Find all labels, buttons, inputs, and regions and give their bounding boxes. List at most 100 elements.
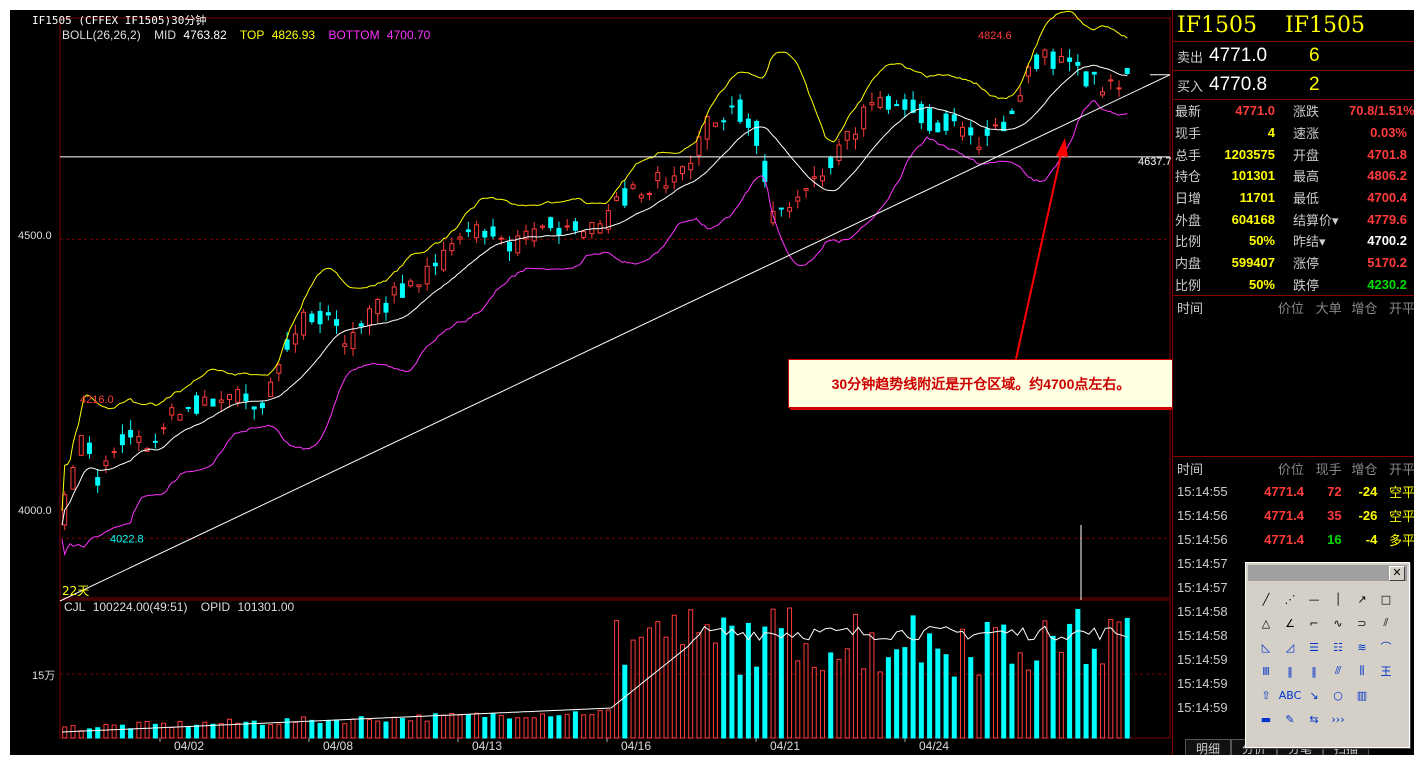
drawing-tool-icon[interactable]: ∠ (1285, 616, 1295, 630)
close-button[interactable]: ✕ (1389, 566, 1405, 581)
trade-row[interactable]: 15:14:57 (1173, 575, 1414, 599)
drawing-tool-icon[interactable]: ⌐ (1309, 616, 1319, 630)
trade-row[interactable]: 15:14:59 (1173, 647, 1414, 671)
candle-body (630, 184, 636, 189)
candle-body (795, 196, 801, 202)
trade-row[interactable]: 15:14:59 (1173, 671, 1414, 695)
candle-body (1075, 61, 1081, 66)
volume-bar (1067, 623, 1073, 739)
candle-body (342, 343, 348, 347)
candle-body (383, 302, 389, 313)
drawing-tool-icon[interactable]: ⫻ (1334, 664, 1342, 677)
trades-list[interactable]: 15:14:55 4771.4 72 -24 空平 15:14:56 4771.4… (1173, 479, 1414, 719)
drawing-tool-icon[interactable]: 王 (1380, 665, 1392, 678)
volume-bar (589, 714, 595, 739)
volume-bar (523, 717, 529, 739)
trade-row[interactable]: 15:14:56 4771.4 16 -4 多平 (1173, 527, 1414, 551)
candle-body (243, 393, 249, 402)
drawing-tool-icon[interactable]: ✎ (1285, 712, 1295, 726)
trade-row[interactable]: 15:14:59 (1173, 695, 1414, 719)
palette-titlebar[interactable]: ✕ (1248, 565, 1407, 581)
drawing-tool-icon[interactable]: ⊃ (1357, 616, 1367, 630)
drawing-tool-icon[interactable]: ‖ (1287, 664, 1293, 678)
drawing-tool-icon[interactable]: ABC (1278, 688, 1302, 702)
candle-body (1001, 121, 1007, 132)
volume-bar (622, 664, 628, 739)
drawing-tool-icon[interactable]: │ (1334, 592, 1342, 606)
drawing-tool-icon[interactable]: ○ (1333, 688, 1343, 702)
drawing-tool-icon[interactable]: △ (1261, 616, 1271, 630)
volume-bar (144, 721, 150, 739)
drawing-tool-icon[interactable]: ‖ (1311, 664, 1317, 678)
drawing-tool-icon[interactable]: ☷ (1333, 640, 1343, 654)
trade-row[interactable]: 15:14:56 4771.4 35 -26 空平 (1173, 503, 1414, 527)
volume-bar (309, 719, 315, 739)
boll-bottom-label: BOTTOM (328, 28, 380, 42)
drawing-tool-icon[interactable]: ↗ (1357, 592, 1367, 606)
drawing-tool-icon[interactable]: ☰ (1309, 640, 1319, 654)
volume-bar (103, 724, 109, 739)
candle-body (737, 99, 743, 122)
drawing-tool-icon[interactable]: ◿ (1285, 640, 1295, 654)
drawing-tool-icon[interactable] (1374, 683, 1398, 707)
col-oi: 增仓 (1351, 461, 1378, 477)
candle-body (325, 312, 331, 316)
drawing-tool-icon[interactable]: ↘ (1309, 688, 1319, 702)
chart-canvas[interactable]: 4824.6 4022.8 4216.0 4637.7 (10, 10, 1172, 755)
candle-body (169, 407, 175, 416)
candle-body (416, 284, 422, 288)
drawing-tool-icon[interactable]: ◺ (1261, 640, 1271, 654)
ask-row: 卖出 4771.0 6 (1173, 42, 1414, 70)
drawing-tool-icon[interactable]: ⫽ (1383, 616, 1389, 629)
drawing-tool-icon[interactable]: ⋰ (1284, 592, 1296, 606)
candle-body (679, 166, 685, 175)
candle-body (902, 99, 908, 110)
drawing-tool-icon[interactable]: ╱ (1262, 592, 1270, 606)
volume-bar (597, 710, 603, 739)
volume-bar (861, 668, 867, 739)
cjl-value: 100224.00(49:51) (92, 600, 188, 614)
x-tick: 04/08 (323, 739, 354, 753)
volume-bar (696, 632, 702, 739)
quote-row: 内盘 599407 涨停 5170.2 (1173, 252, 1414, 274)
drawing-tool-icon[interactable]: ▬ (1260, 712, 1272, 726)
candle-body (861, 106, 867, 130)
volume-bar (688, 609, 694, 739)
volume-bar (778, 628, 784, 739)
drawing-tool-icon[interactable]: ▥ (1356, 688, 1368, 702)
candle-body (745, 118, 751, 128)
candle-body (1050, 51, 1056, 69)
boll-bottom-line (61, 100, 1128, 557)
drawing-tool-icon[interactable]: ⫼ (1359, 664, 1365, 677)
volume-bar (968, 657, 974, 739)
tab-detail[interactable]: 明细 (1185, 739, 1232, 755)
drawing-tool-icon[interactable]: ⌒ (1380, 641, 1392, 654)
trade-row[interactable]: 15:14:58 (1173, 623, 1414, 647)
trade-volume: 35 (1327, 507, 1342, 523)
drawing-tool-icon[interactable]: — (1308, 592, 1320, 606)
candle-body (235, 389, 241, 403)
drawing-tool-icon[interactable]: ≋ (1357, 640, 1367, 654)
trade-row[interactable]: 15:14:55 4771.4 72 -24 空平 (1173, 479, 1414, 503)
x-tick: 04/13 (472, 739, 503, 753)
drawing-tool-icon[interactable]: ⇆ (1309, 712, 1319, 726)
volume-bar (1042, 620, 1048, 739)
trade-row[interactable]: 15:14:58 (1173, 599, 1414, 623)
volume-bar (902, 647, 908, 739)
drawing-tool-icon[interactable]: Ⅲ (1262, 664, 1270, 678)
trade-time: 15:14:59 (1177, 675, 1228, 691)
volume-bar (762, 626, 768, 739)
drawing-tool-icon[interactable]: ∿ (1333, 616, 1343, 630)
drawing-tool-icon[interactable]: ⇧ (1261, 688, 1271, 702)
candle-body (951, 114, 957, 122)
drawing-tool-icon[interactable]: □ (1380, 592, 1392, 606)
volume-bar (712, 642, 718, 739)
high-price-label: 4824.6 (978, 30, 1012, 42)
drawing-tool-palette[interactable]: ✕ ╱ ⋰ — │ ↗ □ △ ∠ ⌐ ∿ ⊃ ⫽ ◺ ◿ ☰ ☷ ≋ ⌒ Ⅲ ‖ ‖ ⫻ ⫼ 王 ⇧ ABC ↘ ○ ▥ ▬ ✎ ⇆ ››› (1245, 562, 1410, 748)
drawing-tool-icon[interactable]: ››› (1331, 712, 1345, 726)
candle-body (605, 210, 611, 230)
volume-bar (498, 714, 504, 739)
trade-row[interactable]: 15:14:57 (1173, 551, 1414, 575)
volume-bar (383, 721, 389, 739)
quote-value: 0.03% (1370, 125, 1407, 141)
